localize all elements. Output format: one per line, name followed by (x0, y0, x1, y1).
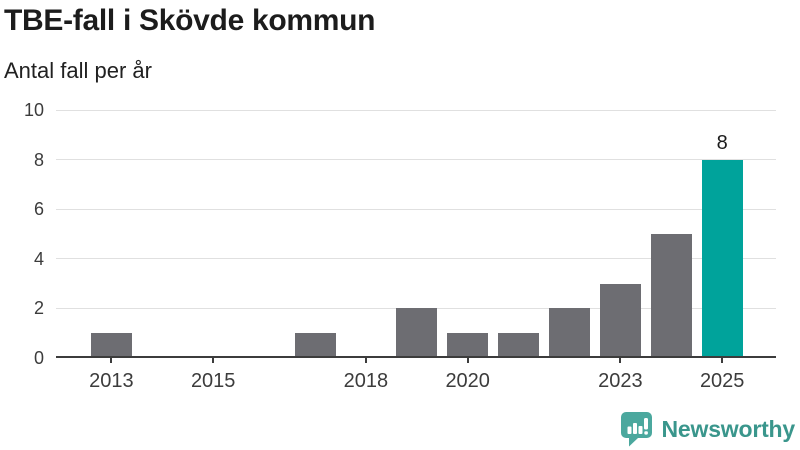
y-tick-label: 0 (33, 348, 44, 368)
x-tick-mark (110, 358, 113, 363)
bar-2022 (549, 308, 590, 358)
newsworthy-brand-link[interactable]: Newsworthy (620, 410, 795, 448)
bar-2017 (294, 333, 336, 358)
y-tick-label: 4 (33, 248, 44, 269)
x-tick-label: 2015 (190, 370, 236, 392)
newsworthy-wordmark: Newsworthy (661, 415, 796, 442)
bar-value-label: 8 (716, 131, 728, 154)
chart-subtitle: Antal fall per år (4, 58, 152, 83)
x-tick-label: 2013 (89, 370, 134, 392)
bar-2021 (498, 333, 540, 358)
x-tick-label: 2018 (343, 370, 389, 392)
bar-2020 (447, 333, 489, 358)
y-tick-label: 6 (33, 199, 44, 220)
x-axis-line (56, 356, 776, 358)
bar-2024 (650, 234, 692, 358)
bar-2025 (701, 159, 743, 358)
x-tick-mark (619, 358, 622, 363)
chart-title: TBE-fall i Skövde kommun (4, 4, 376, 37)
bar-2013 (90, 333, 132, 358)
x-tick-mark (466, 358, 469, 363)
gridline (56, 109, 776, 111)
x-tick-mark (721, 358, 724, 363)
gridline (56, 208, 776, 210)
bar-2019 (396, 308, 438, 358)
gridline (56, 258, 776, 260)
x-tick-mark (364, 358, 367, 363)
x-tick-mark (212, 358, 215, 363)
bar-2023 (599, 283, 641, 358)
x-tick-label: 2025 (699, 370, 745, 392)
y-tick-label: 8 (33, 149, 44, 170)
x-tick-label: 2023 (598, 370, 643, 392)
y-tick-label: 10 (23, 100, 44, 120)
x-tick-label: 2020 (445, 370, 490, 392)
gridline (56, 159, 776, 161)
y-tick-label: 2 (33, 298, 44, 319)
newsworthy-logo-icon (620, 412, 652, 447)
